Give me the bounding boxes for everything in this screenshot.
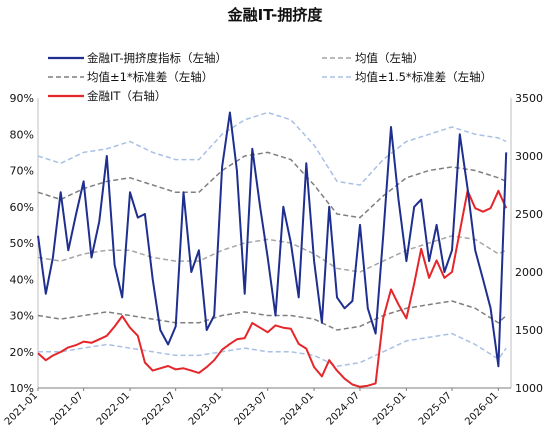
x-tick-label: 2024-07	[325, 390, 362, 427]
x-tick-label: 2022-01	[95, 390, 132, 427]
x-tick-label: 2024-01	[279, 390, 316, 427]
legend-label-mean: 均值（左轴）	[355, 51, 424, 65]
x-tick-label: 2021-01	[3, 390, 40, 427]
right-tick-label: 1000	[515, 382, 543, 395]
std1-lower-line	[37, 300, 507, 331]
left-tick-label: 40%	[10, 273, 34, 286]
right-tick-label: 2000	[515, 266, 543, 279]
x-tick-label: 2022-07	[140, 390, 177, 427]
index-line	[37, 189, 508, 388]
x-tick-label: 2023-07	[232, 390, 269, 427]
left-tick-label: 70%	[10, 165, 34, 178]
left-tick-label: 30%	[10, 310, 34, 323]
left-tick-label: 60%	[10, 201, 34, 214]
std15-lower-line	[38, 332, 507, 368]
std1-upper-line	[37, 151, 507, 219]
x-tick-label: 2026-01	[463, 390, 500, 427]
left-tick-label: 80%	[10, 128, 34, 141]
left-tick-label: 10%	[10, 382, 34, 395]
legend-label-crowding: 金融IT-拥挤度指标（左轴）	[87, 51, 227, 65]
mean-line	[37, 235, 507, 273]
x-tick-label: 2025-07	[417, 390, 454, 427]
left-tick-label: 50%	[10, 237, 34, 250]
legend-label-index: 金融IT（右轴）	[87, 89, 166, 103]
x-tick-label: 2021-07	[48, 390, 85, 427]
right-tick-label: 3500	[515, 92, 543, 105]
std15-upper-line	[37, 111, 507, 186]
x-tick-label: 2025-01	[371, 390, 408, 427]
x-axis-ticks: 2021-01 2021-07 2022-01 2022-07 2023-01 2023-…	[3, 388, 501, 428]
right-tick-label: 1500	[515, 324, 543, 337]
right-tick-label: 3000	[515, 150, 543, 163]
right-tick-label: 2500	[515, 208, 543, 221]
legend: 金融IT-拥挤度指标（左轴） 均值（左轴） 均值±1*标准差（左轴） 均值±1.…	[48, 51, 492, 103]
left-tick-label: 90%	[10, 92, 34, 105]
legend-label-std1: 均值±1*标准差（左轴）	[87, 70, 213, 84]
crowding-line	[37, 111, 508, 368]
x-tick-label: 2023-01	[187, 390, 224, 427]
left-axis-ticks: 10% 20% 30% 40% 50% 60% 70% 80% 90%	[10, 92, 34, 395]
legend-label-std15: 均值±1.5*标准差（左轴）	[355, 70, 492, 84]
left-tick-label: 20%	[10, 346, 34, 359]
right-axis-ticks: 1000 1500 2000 2500 3000 3500	[515, 92, 543, 395]
chart-title: 金融IT-拥挤度	[227, 6, 324, 24]
series-layer	[37, 111, 508, 388]
